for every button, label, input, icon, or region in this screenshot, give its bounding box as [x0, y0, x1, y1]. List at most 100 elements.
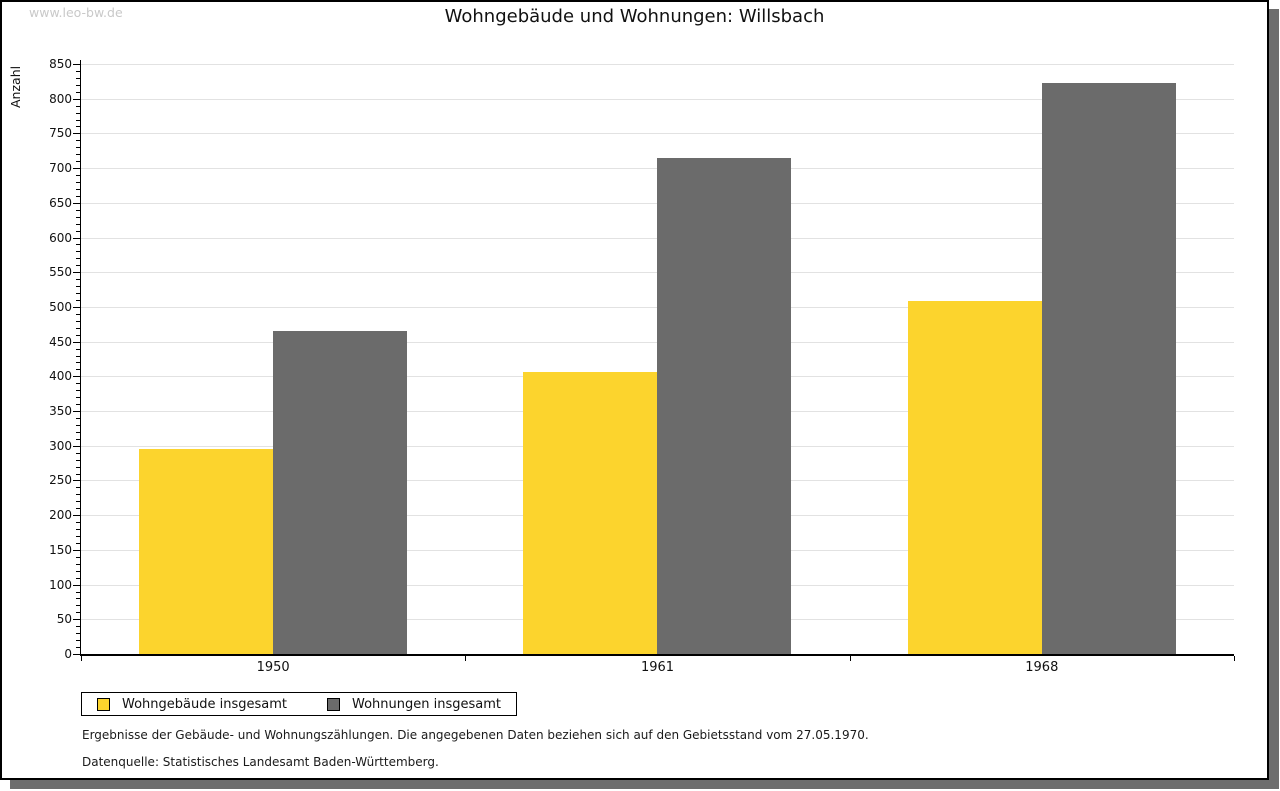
y-minor-tick: [76, 452, 80, 454]
y-minor-tick: [76, 591, 80, 593]
y-major-tick-750: [73, 133, 80, 135]
y-minor-tick: [76, 508, 80, 510]
y-minor-tick: [76, 355, 80, 357]
y-minor-tick: [76, 195, 80, 197]
y-tick-label-700: 700: [49, 161, 72, 176]
y-axis-line: [80, 60, 81, 656]
y-major-tick-200: [73, 515, 80, 517]
y-minor-tick: [76, 265, 80, 267]
y-minor-tick: [76, 647, 80, 649]
watermark: www.leo-bw.de: [29, 5, 123, 20]
y-minor-tick: [76, 140, 80, 142]
legend-item-0: Wohngebäude insgesamt: [97, 697, 287, 712]
category-boundary-tick: [850, 656, 851, 661]
legend-swatch-1: [327, 697, 340, 711]
x-category-label-1961: 1961: [640, 660, 675, 675]
y-minor-tick: [76, 334, 80, 336]
y-minor-tick: [76, 126, 80, 128]
y-major-tick-700: [73, 168, 80, 170]
y-tick-label-250: 250: [49, 473, 72, 488]
y-tick-label-800: 800: [49, 91, 72, 106]
y-minor-tick: [76, 362, 80, 364]
gridline-850: [81, 64, 1234, 65]
legend: Wohngebäude insgesamt Wohnungen insgesamt: [81, 692, 517, 716]
y-minor-tick: [76, 313, 80, 315]
legend-label-0: Wohngebäude insgesamt: [122, 696, 287, 712]
y-minor-tick: [76, 473, 80, 475]
footer-note-line2: Datenquelle: Statistisches Landesamt Bad…: [82, 755, 439, 769]
y-tick-label-350: 350: [49, 404, 72, 419]
y-minor-tick: [76, 487, 80, 489]
y-minor-tick: [76, 327, 80, 329]
y-major-tick-650: [73, 202, 80, 204]
y-minor-tick: [76, 542, 80, 544]
y-major-tick-500: [73, 306, 80, 308]
y-major-tick-100: [73, 584, 80, 586]
y-axis-title: Anzahl: [8, 65, 23, 108]
y-minor-tick: [76, 77, 80, 79]
y-tick-label-150: 150: [49, 542, 72, 557]
y-minor-tick: [76, 501, 80, 503]
legend-item-1: Wohnungen insgesamt: [327, 697, 501, 712]
category-boundary-tick: [1234, 656, 1235, 661]
y-minor-tick: [76, 223, 80, 225]
y-tick-label-100: 100: [49, 577, 72, 592]
chart-title: Wohngebäude und Wohnungen: Willsbach: [444, 6, 825, 27]
x-category-label-1950: 1950: [256, 660, 290, 675]
y-major-tick-150: [73, 549, 80, 551]
y-minor-tick: [76, 286, 80, 288]
y-minor-tick: [76, 182, 80, 183]
y-major-tick-450: [73, 341, 80, 343]
y-minor-tick: [76, 404, 80, 406]
y-minor-tick: [76, 529, 80, 531]
y-minor-tick: [76, 522, 80, 524]
y-minor-tick: [76, 279, 80, 281]
y-tick-label-750: 750: [49, 126, 72, 141]
y-tick-label-400: 400: [49, 369, 72, 384]
y-minor-tick: [76, 161, 80, 163]
bar-1968-series1: [1041, 83, 1176, 654]
x-category-label-1968: 1968: [1025, 660, 1059, 675]
y-minor-tick: [76, 570, 80, 572]
y-minor-tick: [76, 84, 80, 86]
bar-1950-series1: [273, 330, 407, 654]
y-minor-tick: [76, 147, 80, 149]
y-minor-tick: [76, 105, 80, 107]
y-minor-tick: [76, 154, 80, 156]
y-minor-tick: [76, 605, 80, 607]
y-minor-tick: [76, 633, 80, 635]
y-minor-tick: [76, 390, 80, 392]
y-tick-label-850: 850: [49, 57, 72, 71]
y-minor-tick: [76, 563, 80, 565]
y-minor-tick: [76, 216, 80, 218]
bar-1961-series1: [657, 158, 792, 654]
y-minor-tick: [76, 244, 80, 246]
y-minor-tick: [76, 466, 80, 468]
y-minor-tick: [76, 320, 80, 322]
y-tick-label-600: 600: [49, 230, 72, 245]
y-minor-tick: [76, 293, 80, 295]
y-major-tick-0: [73, 654, 80, 655]
y-minor-tick: [76, 536, 80, 537]
bar-1950-series0: [139, 449, 273, 654]
y-tick-label-200: 200: [49, 508, 72, 523]
y-minor-tick: [76, 494, 80, 496]
y-minor-tick: [76, 251, 80, 253]
y-minor-tick: [76, 300, 80, 301]
y-minor-tick: [76, 397, 80, 399]
y-tick-label-300: 300: [49, 438, 72, 453]
y-minor-tick: [76, 258, 80, 260]
y-major-tick-50: [73, 619, 80, 621]
y-tick-label-0: 0: [64, 647, 72, 661]
bar-1961-series0: [523, 372, 658, 654]
y-major-tick-850: [73, 64, 80, 65]
gridline-800: [81, 98, 1234, 100]
y-major-tick-250: [73, 480, 80, 482]
y-major-tick-800: [73, 98, 80, 100]
y-minor-tick: [76, 598, 80, 600]
chart-panel: www.leo-bw.de Wohngebäude und Wohnungen:…: [0, 0, 1269, 780]
y-tick-label-50: 50: [56, 612, 72, 627]
y-minor-tick: [76, 209, 80, 211]
y-tick-label-450: 450: [49, 334, 72, 349]
legend-label-1: Wohnungen insgesamt: [352, 696, 501, 712]
